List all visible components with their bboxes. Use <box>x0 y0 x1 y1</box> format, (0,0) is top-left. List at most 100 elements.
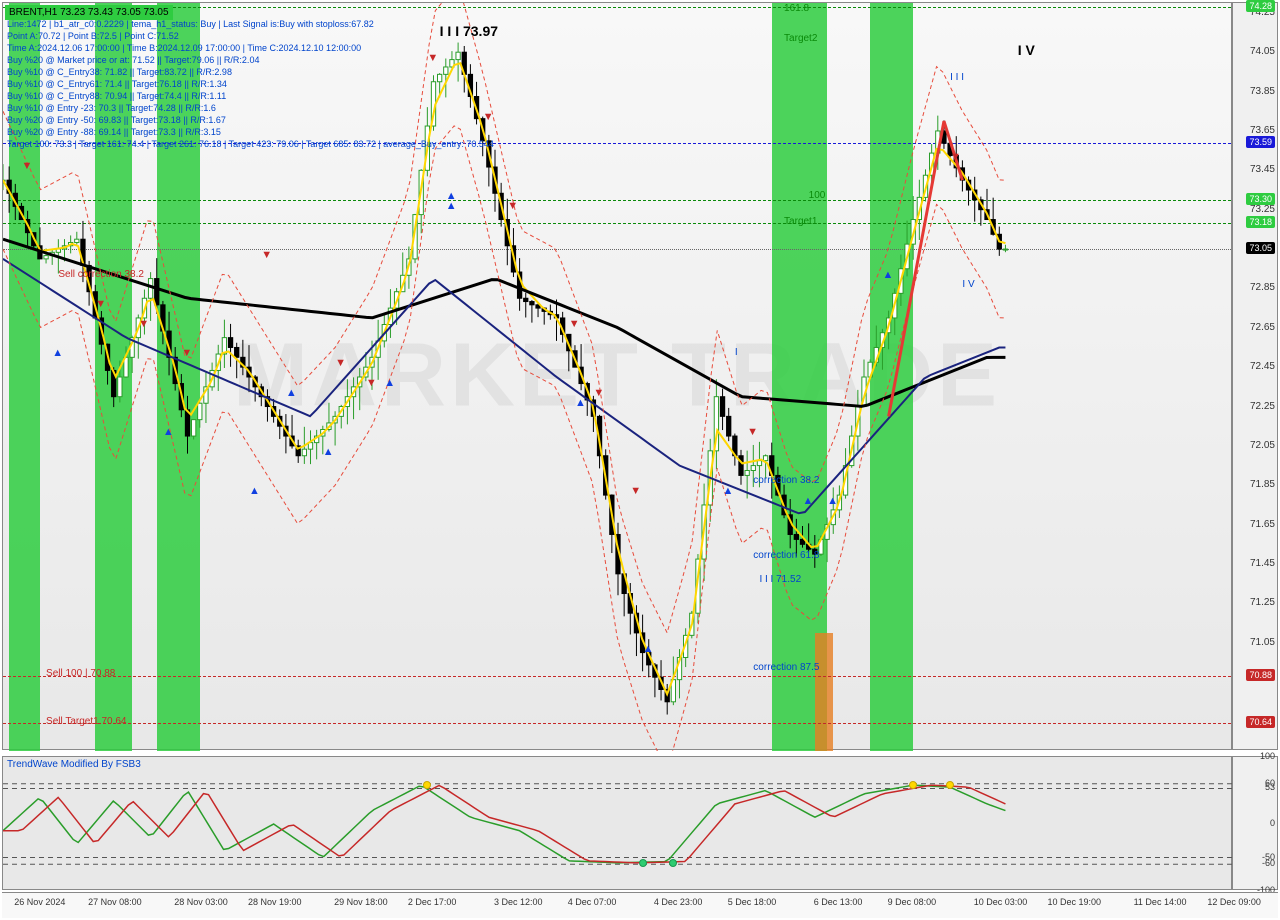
chart-annotation: correction 38.2 <box>753 475 819 486</box>
price-tick: 74.05 <box>1250 46 1275 57</box>
price-tick: 71.05 <box>1250 637 1275 648</box>
time-tick: 10 Dec 19:00 <box>1048 897 1102 907</box>
arrow-down-icon: ▼ <box>181 347 192 359</box>
info-line-7: Buy %10 @ Entry -23: 70.3 || Target:74.2… <box>7 103 216 113</box>
arrow-up-icon: ▲ <box>643 643 654 655</box>
info-line-2: Time A:2024.12.06 17:00:00 | Time B:2024… <box>7 43 361 53</box>
ind-tick: 100 <box>1260 751 1275 761</box>
time-tick: 4 Dec 07:00 <box>568 897 617 907</box>
price-tick: 71.85 <box>1250 479 1275 490</box>
info-line-10: Target 100: 73.3 | Target 161: 74.4 | Ta… <box>7 139 494 149</box>
price-tick: 72.85 <box>1250 282 1275 293</box>
arrow-down-icon: ▼ <box>483 111 494 123</box>
chart-container: MARKET TRADE ▲▲▲▲▲▲▲▲▲▲▲▲▲▲▼▼▼▼▼▼▼▼▼▼▼▼▼… <box>0 0 1280 920</box>
arrow-up-icon: ▲ <box>52 347 63 359</box>
price-label: 70.64 <box>1246 716 1275 728</box>
time-tick: 28 Nov 03:00 <box>174 897 228 907</box>
price-tick: 73.25 <box>1250 204 1275 215</box>
price-tick: 71.65 <box>1250 519 1275 530</box>
price-tick: 72.65 <box>1250 322 1275 333</box>
indicator-axis: 10060530-50-60-100 <box>1232 756 1278 890</box>
time-tick: 28 Nov 19:00 <box>248 897 302 907</box>
arrow-down-icon: ▼ <box>569 318 580 330</box>
price-tick: 72.25 <box>1250 401 1275 412</box>
price-tick: 73.45 <box>1250 164 1275 175</box>
ind-tick: -60 <box>1262 858 1275 868</box>
chart-annotation: I I I 73.97 <box>440 23 498 39</box>
time-tick: 12 Dec 09:00 <box>1207 897 1261 907</box>
arrow-down-icon: ▼ <box>138 318 149 330</box>
chart-annotation: Sell Target1 70.64 <box>46 716 126 727</box>
chart-annotation: Target1 <box>784 216 817 227</box>
info-line-0: Line:1472 | b1_atr_c0:0.2229 | tema_h1_s… <box>7 19 374 29</box>
chart-annotation: I I I 71.52 <box>759 574 801 585</box>
arrow-down-icon: ▼ <box>261 249 272 261</box>
indicator-dot <box>639 859 647 867</box>
chart-annotation: I V <box>1018 42 1035 58</box>
info-line-3: Buy %20 @ Market price or at: 71.52 || T… <box>7 55 259 65</box>
symbol-header: BRENT,H1 73.23 73.43 73.05 73.05 <box>5 5 173 20</box>
info-line-1: Point A:70.72 | Point B:72.5 | Point C:7… <box>7 31 179 41</box>
arrow-up-icon: ▲ <box>882 269 893 281</box>
price-label: 74.28 <box>1246 0 1275 12</box>
arrow-down-icon: ▼ <box>21 160 32 172</box>
chart-annotation: correction 61.8 <box>753 550 819 561</box>
time-tick: 11 Dec 14:00 <box>1134 897 1187 907</box>
price-label: 73.05 <box>1246 242 1275 254</box>
price-tick: 71.45 <box>1250 558 1275 569</box>
chart-annotation: Sell correction 38.2 <box>58 269 144 280</box>
arrow-down-icon: ▼ <box>747 426 758 438</box>
time-tick: 4 Dec 23:00 <box>654 897 703 907</box>
price-tick: 73.65 <box>1250 125 1275 136</box>
time-axis: 26 Nov 2024 27 Nov 08:00 28 Nov 03:00 28 No… <box>2 892 1278 918</box>
arrow-down-icon: ▼ <box>593 387 604 399</box>
price-tick: 71.25 <box>1250 597 1275 608</box>
info-line-8: Buy %20 @ Entry -50: 69.83 || Target:73.… <box>7 115 226 125</box>
price-tick: 72.05 <box>1250 440 1275 451</box>
arrow-up-icon: ▲ <box>575 397 586 409</box>
chart-annotation: 100 <box>809 190 826 201</box>
main-price-chart[interactable]: MARKET TRADE ▲▲▲▲▲▲▲▲▲▲▲▲▲▲▼▼▼▼▼▼▼▼▼▼▼▼▼… <box>2 2 1232 750</box>
arrow-up-icon: ▲ <box>803 495 814 507</box>
indicator-chart[interactable]: TrendWave Modified By FSB3 <box>2 756 1232 890</box>
time-tick: 9 Dec 08:00 <box>888 897 937 907</box>
arrow-up-icon: ▲ <box>723 485 734 497</box>
price-axis: 74.2574.0573.8573.6573.4573.2573.0572.85… <box>1232 2 1278 750</box>
info-line-5: Buy %10 @ C_Entry61: 71.4 || Target:76.1… <box>7 79 227 89</box>
price-label: 73.30 <box>1246 193 1275 205</box>
indicator-svg <box>3 757 1233 891</box>
price-label: 73.18 <box>1246 216 1275 228</box>
arrow-up-icon: ▲ <box>163 426 174 438</box>
arrow-up-icon: ▲ <box>384 377 395 389</box>
info-line-9: Buy %20 @ Entry -88: 69.14 || Target:73.… <box>7 127 221 137</box>
time-tick: 2 Dec 17:00 <box>408 897 457 907</box>
arrow-up-icon: ▲ <box>446 200 457 212</box>
time-tick: 29 Nov 18:00 <box>334 897 388 907</box>
time-tick: 10 Dec 03:00 <box>974 897 1028 907</box>
chart-annotation: correction 87.5 <box>753 662 819 673</box>
arrow-down-icon: ▼ <box>366 377 377 389</box>
price-label: 73.59 <box>1246 136 1275 148</box>
price-tick: 72.45 <box>1250 361 1275 372</box>
arrow-up-icon: ▲ <box>827 495 838 507</box>
arrow-down-icon: ▼ <box>95 298 106 310</box>
time-tick: 26 Nov 2024 <box>14 897 65 907</box>
time-tick: 3 Dec 12:00 <box>494 897 543 907</box>
arrow-up-icon: ▲ <box>249 485 260 497</box>
chart-annotation: I I I <box>950 72 964 83</box>
arrow-down-icon: ▼ <box>950 151 961 163</box>
time-tick: 27 Nov 08:00 <box>88 897 142 907</box>
price-label: 70.88 <box>1246 669 1275 681</box>
time-tick: 5 Dec 18:00 <box>728 897 777 907</box>
chart-annotation: Target2 <box>784 33 817 44</box>
chart-annotation: Sell 100 | 70.88 <box>46 668 115 679</box>
arrow-down-icon: ▼ <box>335 357 346 369</box>
chart-annotation: 161.8 <box>784 3 809 14</box>
info-line-4: Buy %10 @ C_Entry38: 71.82 || Target:83.… <box>7 67 232 77</box>
chart-annotation: I V <box>962 279 974 290</box>
info-line-6: Buy %10 @ C_Entry88: 70.94 || Target:74.… <box>7 91 226 101</box>
arrow-up-icon: ▲ <box>286 387 297 399</box>
price-tick: 73.85 <box>1250 86 1275 97</box>
ind-tick: 53 <box>1265 782 1275 792</box>
arrow-up-icon: ▲ <box>323 446 334 458</box>
